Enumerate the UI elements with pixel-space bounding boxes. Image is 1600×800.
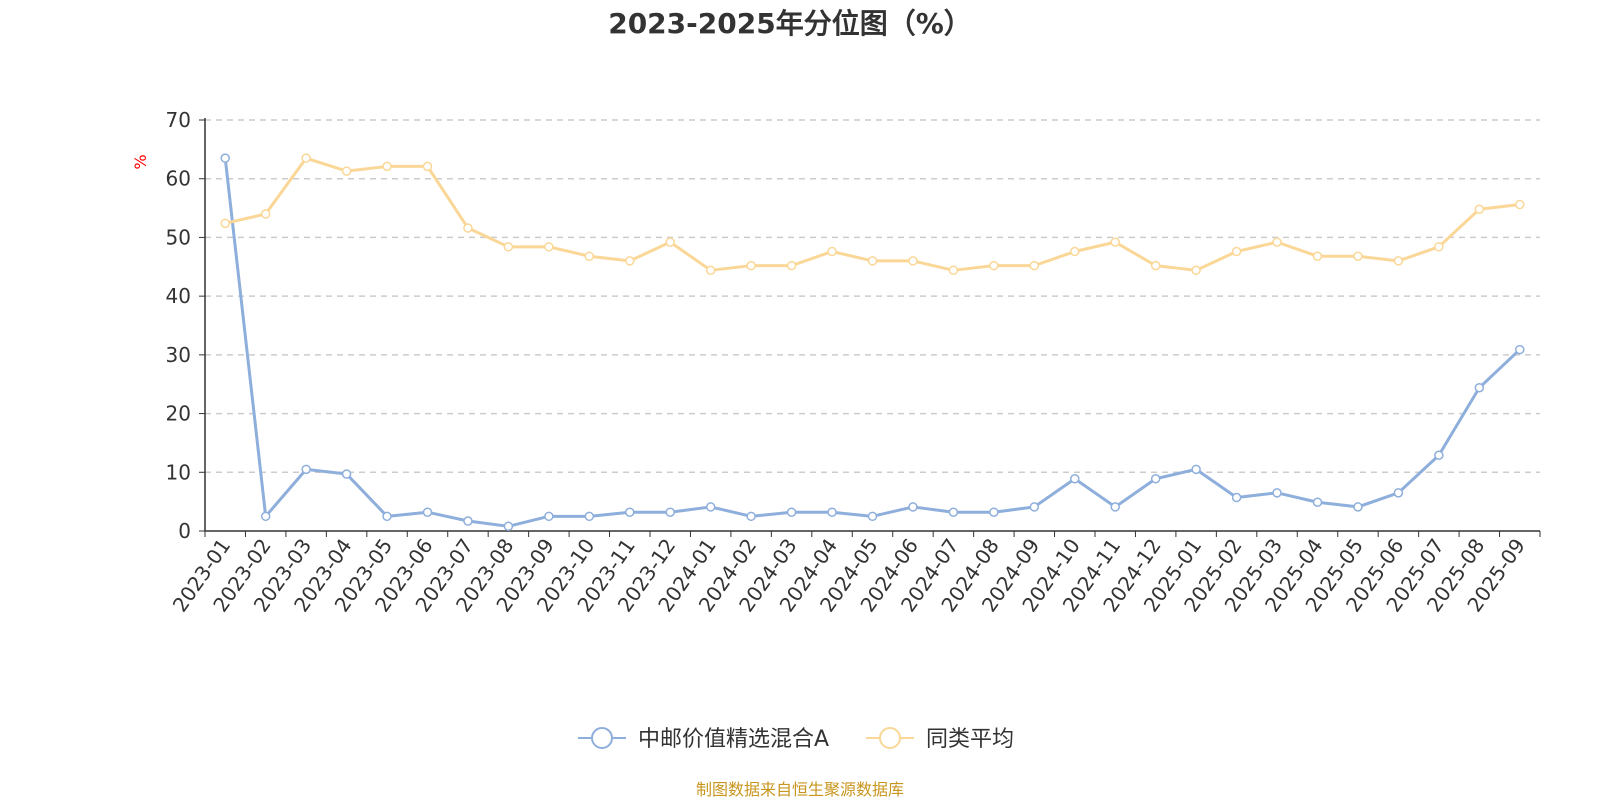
data-point-average[interactable] [463,223,473,233]
legend-label-average: 同类平均 [926,727,1014,752]
data-point-average[interactable] [1353,251,1363,261]
data-point-average[interactable] [665,237,675,247]
legend-item-fund[interactable]: 中邮价值精选混合A [578,727,829,752]
data-point-average[interactable] [260,209,271,219]
data-point-average[interactable] [341,166,352,176]
y-tick-label: 30 [166,343,191,367]
data-point-fund[interactable] [382,511,392,522]
data-point-fund[interactable] [786,507,797,517]
y-tick-label: 10 [166,460,191,484]
data-point-fund[interactable] [665,507,675,517]
data-point-fund[interactable] [301,464,311,475]
data-point-fund[interactable] [584,511,595,522]
data-point-average[interactable] [1515,199,1525,210]
data-point-fund[interactable] [989,507,999,517]
y-tick-label: 40 [166,284,191,308]
data-point-fund[interactable] [1191,464,1201,475]
data-point-average[interactable] [1272,237,1282,247]
data-point-average[interactable] [1474,204,1485,214]
data-point-fund[interactable] [625,507,635,517]
data-point-average[interactable] [1393,256,1404,266]
data-point-average[interactable] [746,260,756,271]
data-point-average[interactable] [301,153,311,163]
data-point-fund[interactable] [1150,473,1161,484]
axes: 0102030405060702023-012023-022023-032023… [166,108,1541,616]
data-point-average[interactable] [584,251,595,261]
data-point-fund[interactable] [1272,488,1282,498]
data-point-average[interactable] [220,218,230,229]
data-point-fund[interactable] [463,516,473,526]
data-point-fund[interactable] [827,507,837,517]
data-point-fund[interactable] [1231,492,1242,503]
data-point-fund[interactable] [1353,502,1363,512]
data-point-average[interactable] [786,260,797,271]
data-point-fund[interactable] [1312,497,1323,507]
chart-title: 2023-2025年分位图（%） [608,7,972,40]
data-point-fund[interactable] [1515,344,1525,355]
legend-item-average[interactable]: 同类平均 [866,727,1014,752]
data-point-fund[interactable] [867,511,878,522]
data-point-average[interactable] [1312,251,1323,261]
y-tick-label: 60 [166,167,191,191]
series-line-fund [223,157,1521,528]
data-point-fund[interactable] [544,511,554,522]
data-point-average[interactable] [1029,260,1040,271]
legend-label-fund: 中邮价值精选混合A [638,727,829,752]
series-group [220,153,1525,532]
data-point-average[interactable] [544,242,554,252]
data-source-note: 制图数据来自恒生聚源数据库 [696,780,904,799]
y-tick-label: 0 [178,519,191,543]
data-point-average[interactable] [1434,242,1444,252]
data-point-fund[interactable] [1029,502,1040,512]
data-point-average[interactable] [948,265,959,276]
data-point-average[interactable] [1110,237,1120,247]
data-point-average[interactable] [1070,246,1080,257]
data-point-average[interactable] [1150,260,1161,271]
data-point-fund[interactable] [1474,382,1485,393]
data-point-fund[interactable] [503,521,514,532]
data-point-fund[interactable] [341,469,352,479]
data-point-average[interactable] [705,265,716,276]
legend[interactable]: 中邮价值精选混合A 同类平均 [578,727,1014,752]
data-point-fund[interactable] [1110,502,1120,512]
data-point-fund[interactable] [1434,450,1444,461]
data-point-average[interactable] [1231,246,1242,257]
data-point-fund[interactable] [1393,488,1404,498]
data-point-fund[interactable] [422,507,433,517]
y-tick-label: 20 [166,402,191,426]
y-axis-unit-label: % [131,154,150,169]
data-point-fund[interactable] [948,507,959,517]
data-point-fund[interactable] [260,511,271,522]
y-tick-label: 50 [166,225,191,249]
series-line-average [224,156,1520,272]
data-point-average[interactable] [827,246,837,257]
data-point-fund[interactable] [1070,473,1080,484]
data-point-average[interactable] [1191,265,1201,276]
data-point-fund[interactable] [908,502,918,512]
grid-lines [205,119,1540,474]
data-point-average[interactable] [503,242,514,252]
data-point-average[interactable] [989,260,999,271]
data-point-average[interactable] [908,256,918,266]
legend-marker-average [879,727,901,749]
data-point-fund[interactable] [746,511,756,522]
legend-marker-fund [591,727,613,749]
y-tick-label: 70 [166,108,191,132]
data-point-average[interactable] [422,161,433,172]
data-point-fund[interactable] [705,502,716,512]
data-point-fund[interactable] [220,153,230,163]
data-point-average[interactable] [867,256,878,266]
data-point-average[interactable] [382,161,392,172]
data-point-average[interactable] [625,256,635,266]
